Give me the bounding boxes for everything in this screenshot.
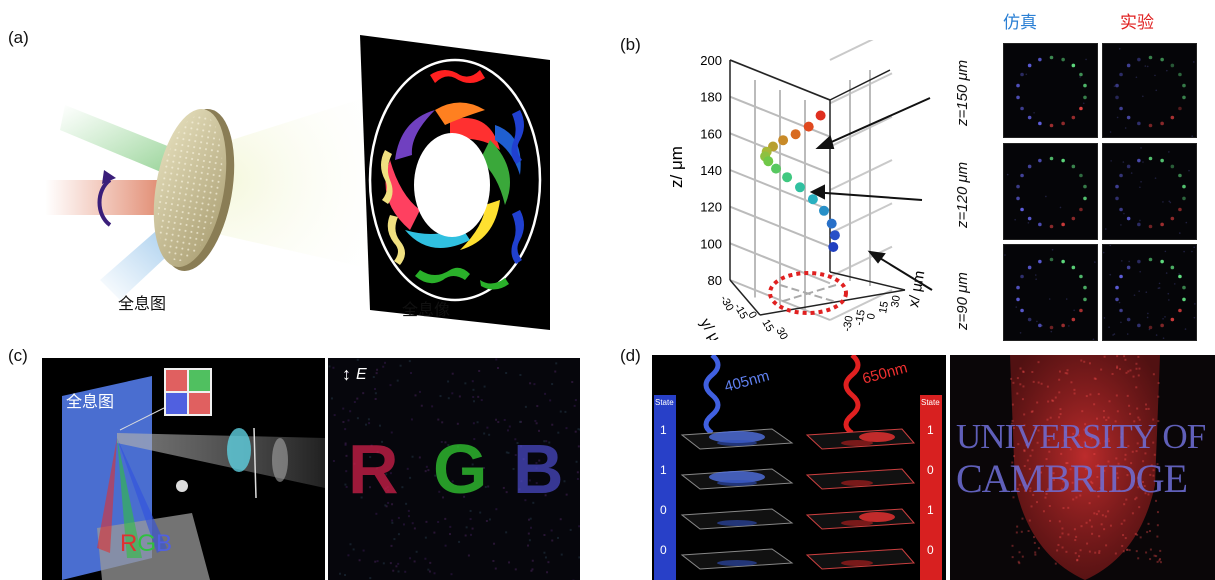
panel-a-illustration [45, 35, 550, 330]
panel-c-right: R G B ↕ E [328, 358, 580, 580]
state-title-blue: State [655, 398, 674, 407]
reconstructed-letter-g: G [433, 430, 487, 508]
trajectory-point [815, 110, 826, 121]
z-tick-label: 80 [708, 273, 722, 288]
red-state-digit: 0 [927, 463, 934, 477]
x-axis-label: x/ μm [905, 269, 928, 308]
sim-thumb-150 [1003, 43, 1098, 138]
logo-line-2: CAMBRIDGE [956, 456, 1188, 501]
trajectory-point [782, 172, 793, 183]
x-tick-label: 30 [889, 294, 903, 308]
field-label: E [356, 366, 367, 383]
trajectory-point [795, 182, 805, 193]
reconstructed-letter-b: B [513, 430, 564, 508]
trajectory-point [803, 121, 814, 132]
z-row-label-1: z=150 μm [954, 59, 971, 126]
red-state-digit: 0 [927, 543, 934, 557]
y-axis-label: y/ μm [697, 316, 730, 341]
letter-b: B [156, 530, 173, 557]
hologram-image-caption: 全息像 [402, 300, 451, 319]
rgb-reconstruction-image: R G B [328, 358, 580, 580]
panel-c-left: 全息图 RGB [42, 358, 325, 580]
y-tick-label: 15 [759, 318, 776, 335]
blue-state-digit: 0 [660, 503, 667, 517]
trajectory-point [778, 135, 789, 146]
cambridge-hologram-image [1010, 355, 1162, 580]
y-tick-label: 30 [773, 326, 790, 341]
logo-line-1: UNIVERSITY OF [956, 417, 1206, 456]
reconstructed-letter-r: R [348, 430, 399, 508]
exp-thumb-150 [1102, 43, 1197, 138]
trajectory-point [819, 205, 829, 216]
sim-header: 仿真 [1003, 13, 1037, 33]
blue-state-digit: 1 [660, 463, 667, 477]
z-row-label-2: z=120 μm [954, 161, 971, 228]
z-row-label-3: z=90 μm [954, 272, 971, 330]
z-tick-label: 100 [700, 236, 722, 251]
rgb-letters: RGB [120, 530, 172, 558]
x-tick-label: -15 [853, 309, 868, 327]
panel-c-label: (c) [8, 346, 28, 365]
z-tick-label: 140 [700, 163, 722, 178]
sim-thumb-120 [1003, 143, 1098, 240]
trajectory-point [771, 163, 781, 174]
letter-r: R [120, 530, 138, 557]
panel-b-label: (b) [620, 35, 641, 54]
trajectory-point [829, 230, 840, 241]
panel-d-right: UNIVERSITY OF CAMBRIDGE [950, 355, 1215, 580]
sim-thumb-90 [1003, 244, 1098, 341]
x-tick-label: -30 [841, 315, 856, 333]
y-tick-label: 0 [745, 310, 758, 321]
z-tick-label: 200 [700, 53, 722, 68]
trajectory-point [790, 129, 801, 140]
panel-d-label: (d) [620, 346, 641, 365]
field-arrow-icon: ↕ [342, 364, 351, 384]
hologram-label-c: 全息图 [66, 392, 115, 411]
x-tick-label: 0 [865, 312, 878, 320]
z-tick-label: 180 [700, 90, 722, 105]
red-state-digit: 1 [927, 423, 934, 437]
red-state-digit: 1 [927, 503, 934, 517]
trajectory-point [826, 218, 837, 229]
trajectory-point [807, 194, 818, 205]
rgb-hologram-setup-illustration [62, 368, 325, 580]
hologram-caption: 全息图 [118, 294, 167, 313]
y-tick-label: -30 [717, 294, 735, 314]
exp-header: 实验 [1120, 13, 1154, 33]
trajectory-point [828, 242, 839, 252]
x-tick-label: 15 [877, 300, 891, 314]
trajectory-point [763, 156, 774, 167]
blue-state-digit: 0 [660, 543, 667, 557]
exp-thumb-90 [1102, 244, 1197, 341]
z-axis-label: z/ μm [667, 146, 686, 188]
state-title-red: State [921, 398, 940, 407]
wavelength-states-illustration [654, 355, 942, 580]
letter-g: G [137, 530, 157, 557]
z-tick-label: 160 [700, 126, 722, 141]
exp-thumb-120 [1102, 143, 1197, 240]
panel-a-label: (a) [8, 28, 29, 47]
z-tick-label: 120 [700, 200, 722, 215]
blue-state-digit: 1 [660, 423, 667, 437]
